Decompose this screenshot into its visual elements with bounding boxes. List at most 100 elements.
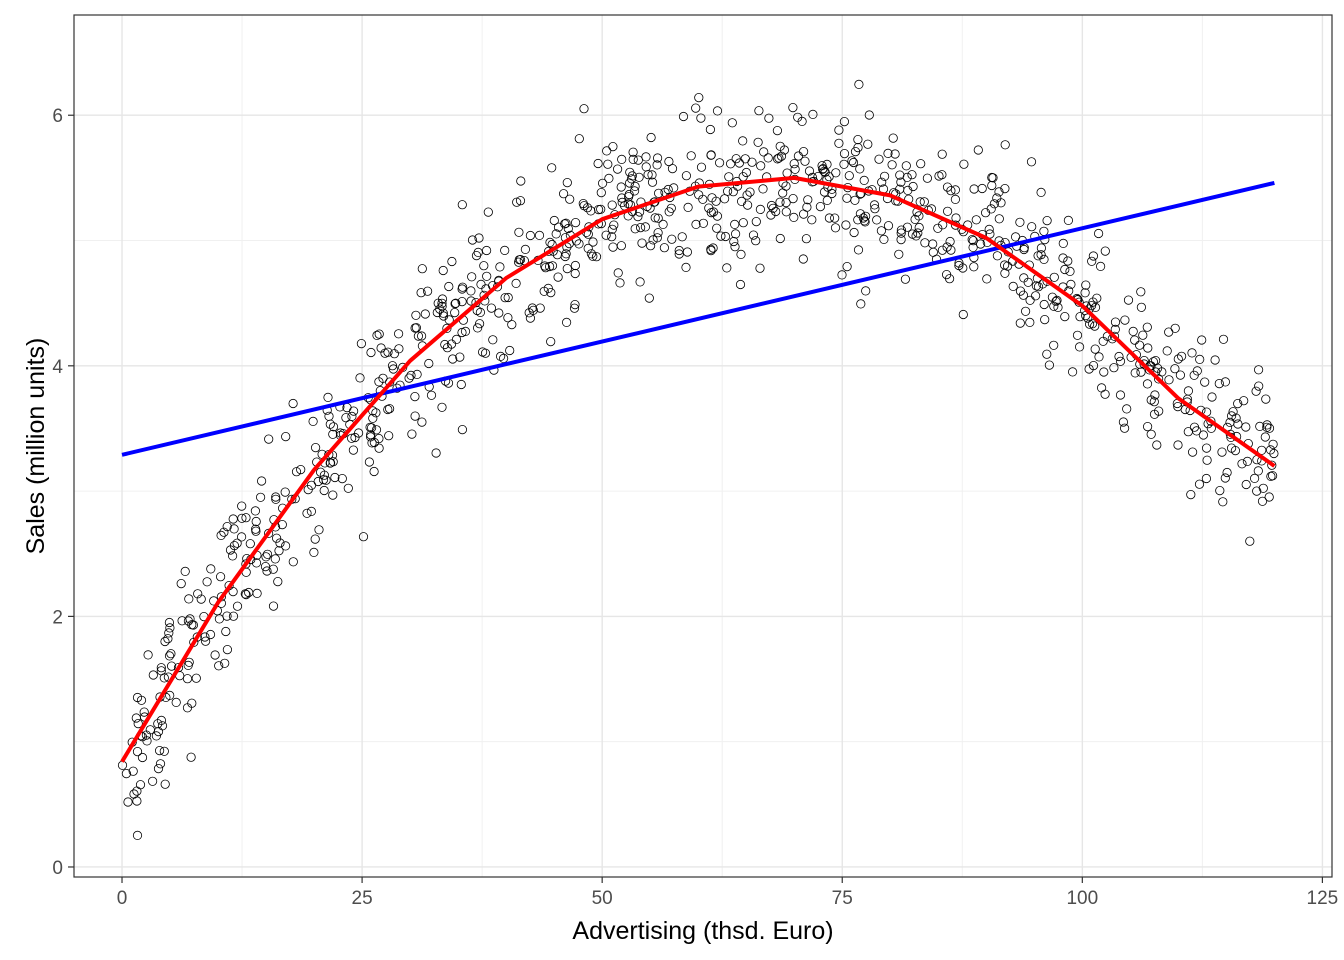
data-point [440,339,450,350]
data-point [252,588,262,599]
data-point [1251,386,1261,396]
data-point [164,617,174,628]
data-point [698,218,709,228]
data-point [1015,318,1025,328]
data-point [255,492,266,502]
data-point [922,173,933,183]
data-point [937,149,947,159]
data-point [1217,447,1227,457]
data-point [221,626,231,637]
data-point [132,830,143,841]
data-point [435,304,445,314]
data-point [831,168,841,178]
data-point [262,566,272,576]
data-point [574,134,584,144]
data-point [1206,423,1216,433]
data-point [738,136,748,146]
data-point [347,411,357,421]
data-point [1267,460,1277,470]
data-point [525,313,536,323]
data-point [1026,157,1037,167]
data-point [653,188,664,198]
data-point [476,279,486,289]
data-point [1148,357,1159,367]
data-point [798,254,808,264]
data-point [801,234,812,244]
data-point [1200,377,1210,387]
data-point [633,155,643,165]
data-point [741,167,752,178]
data-point [558,189,569,199]
data-point [1143,421,1153,432]
data-point [280,541,291,551]
data-point [369,437,379,448]
data-point [176,578,186,589]
data-point [1254,365,1264,375]
data-point [824,213,835,223]
data-point [553,222,564,232]
data-point [730,219,740,229]
data-point [1239,396,1249,406]
data-point [1094,352,1104,362]
data-point [637,238,647,248]
data-point [251,516,261,527]
data-point [804,166,815,176]
data-point [137,752,148,763]
data-point [444,281,454,292]
data-point [837,270,847,280]
data-point [183,660,193,671]
data-point [216,530,226,541]
data-point [446,339,457,349]
data-point [890,149,900,159]
data-point [901,161,911,171]
data-point [612,164,623,174]
data-point [994,214,1004,224]
data-point [547,261,558,271]
data-point [164,628,174,638]
y-tick-label: 2 [52,607,63,628]
data-point [1135,340,1145,350]
data-point [216,572,226,582]
data-point [1053,302,1063,312]
data-point [1114,351,1124,362]
data-point [934,171,944,181]
data-point [416,288,426,298]
data-point [219,527,229,537]
data-point [1110,317,1121,327]
data-point [607,224,617,234]
data-point [561,249,571,259]
data-point [507,319,517,330]
data-point [853,135,863,145]
data-point [586,206,596,216]
axis-ticks: 0 25 50 75 100 125 0 2 4 6 [52,106,1338,909]
data-point [648,235,658,245]
data-point [1220,377,1231,387]
data-point [1164,327,1174,337]
data-point [473,247,483,257]
data-point [471,251,482,261]
data-point [593,158,603,169]
data-point [516,176,526,186]
data-point [1018,290,1029,300]
data-point [132,786,142,796]
data-point [712,223,722,233]
x-tick-label: 0 [117,888,128,909]
data-point [1175,370,1186,380]
data-point [694,190,704,200]
data-point [864,110,874,120]
data-point [1261,394,1271,404]
data-point [383,404,393,415]
data-point [633,212,643,222]
data-point [982,274,992,284]
data-point [742,200,753,210]
data-point [950,185,961,195]
data-point [1142,322,1152,332]
y-tick-label: 6 [52,106,63,127]
data-point [232,538,242,548]
data-point [1120,423,1130,433]
data-point [696,162,707,172]
data-point [907,170,917,180]
data-point [876,226,887,236]
data-point [407,429,417,439]
data-point [730,242,740,252]
